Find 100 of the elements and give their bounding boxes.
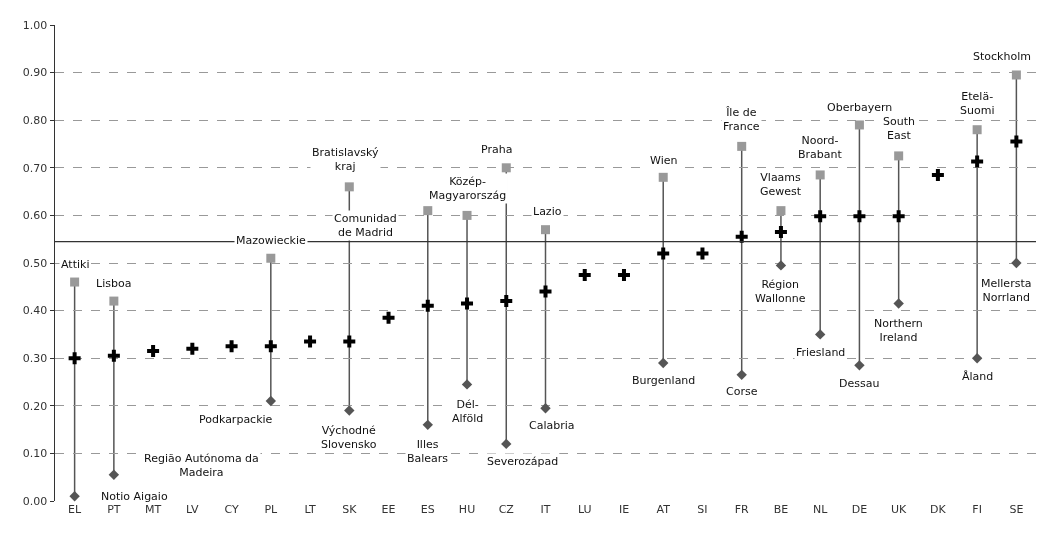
point <box>68 352 81 365</box>
annotation: Vlaams Gewest <box>760 171 802 199</box>
x-tick-label: AT <box>656 503 671 516</box>
annotation: Attiki <box>61 258 90 271</box>
y-tick-label: 0.60 <box>22 209 48 223</box>
point <box>344 405 355 416</box>
point <box>658 172 668 182</box>
point <box>461 379 473 390</box>
x-tick-label: EE <box>381 503 396 516</box>
annotation: Lisboa <box>96 277 132 290</box>
point <box>658 357 669 369</box>
point <box>70 277 80 287</box>
point <box>501 163 511 173</box>
annotation: Friesland <box>796 346 846 359</box>
point <box>382 311 395 324</box>
point <box>107 349 120 362</box>
x-tick-label: CZ <box>498 503 515 516</box>
annotation: Praha <box>481 143 513 156</box>
point <box>775 260 787 271</box>
x-tick-label: IT <box>540 503 551 516</box>
point <box>971 155 984 168</box>
point <box>225 340 238 353</box>
y-tick-label: 0.70 <box>22 161 48 175</box>
annotation: Východné Slovensko <box>321 424 377 452</box>
y-tick-label: 1.00 <box>22 18 48 32</box>
point <box>736 369 747 381</box>
annotation: Corse <box>726 385 758 398</box>
x-tick-label: UK <box>891 503 908 516</box>
point <box>617 268 630 281</box>
x-tick-label: PT <box>107 503 121 516</box>
y-tick-label: 0.20 <box>22 399 48 413</box>
y-tick-label: 0.80 <box>22 114 48 128</box>
annotation: Podkarpackie <box>199 413 273 426</box>
point <box>266 253 276 263</box>
point <box>971 353 983 364</box>
x-tick-label: LT <box>304 503 316 516</box>
x-tick-label: SI <box>697 503 708 516</box>
annotation: South East <box>883 115 915 143</box>
point <box>343 335 356 348</box>
point <box>814 329 826 340</box>
point <box>854 360 865 371</box>
point <box>501 438 512 450</box>
x-tick-label: LU <box>577 503 592 516</box>
x-tick-label: SK <box>342 503 358 516</box>
annotation: Burgenland <box>632 374 696 387</box>
point <box>265 395 277 407</box>
annotation: Dessau <box>839 377 880 390</box>
point <box>657 247 670 260</box>
x-tick-label: MT <box>144 503 162 516</box>
x-tick-label: FI <box>972 503 982 516</box>
point <box>304 335 317 348</box>
point <box>541 225 550 235</box>
x-tick-label: DE <box>851 503 868 516</box>
point <box>892 210 905 223</box>
y-tick-label: 0.50 <box>22 256 48 270</box>
point <box>540 402 551 414</box>
annotation: Severozápad <box>487 455 559 468</box>
annotation: Oberbayern <box>827 101 893 114</box>
point <box>972 125 982 135</box>
point <box>462 210 472 220</box>
point <box>147 345 160 358</box>
annotation: Île de France <box>723 106 760 134</box>
x-tick-label: PL <box>264 503 279 516</box>
point <box>108 469 120 481</box>
x-tick-label: DK <box>930 503 947 516</box>
point <box>1011 70 1021 80</box>
point <box>264 340 277 353</box>
annotation: Bratislavský kraj <box>312 146 379 174</box>
x-tick-label: ES <box>420 503 435 516</box>
point <box>344 182 354 192</box>
point <box>578 268 591 281</box>
point <box>854 120 864 130</box>
point <box>696 247 709 260</box>
y-tick-label: 0.00 <box>22 494 48 508</box>
point <box>814 210 827 223</box>
annotation: Northern Ireland <box>874 317 923 345</box>
point <box>69 491 80 502</box>
y-tick-label: 0.90 <box>22 66 48 80</box>
annotation: Mellersta Norrland <box>981 277 1032 305</box>
x-tick-label: CY <box>224 503 239 516</box>
annotation: Åland <box>962 370 994 383</box>
point <box>853 210 866 223</box>
point <box>894 151 904 161</box>
point <box>815 170 825 180</box>
annotation: Noord- Brabant <box>798 134 843 162</box>
point <box>776 206 786 216</box>
annotation: Région Wallonne <box>755 278 806 306</box>
point <box>1011 257 1022 269</box>
annotation: Dél- Alföld <box>452 398 484 426</box>
point <box>423 206 433 216</box>
annotation: Região Autónoma da Madeira <box>144 452 259 480</box>
annotation: Notio Aigaio <box>101 490 168 503</box>
point <box>1010 135 1023 148</box>
annotation: Közép- Magyarország <box>429 175 507 203</box>
x-tick-label: FR <box>734 503 750 516</box>
y-tick-label: 0.30 <box>22 352 48 366</box>
x-tick-label: SE <box>1009 503 1024 516</box>
annotation: Etelä- Suomi <box>960 90 995 118</box>
point <box>539 285 552 298</box>
annotation: Mazowieckie <box>236 234 307 247</box>
